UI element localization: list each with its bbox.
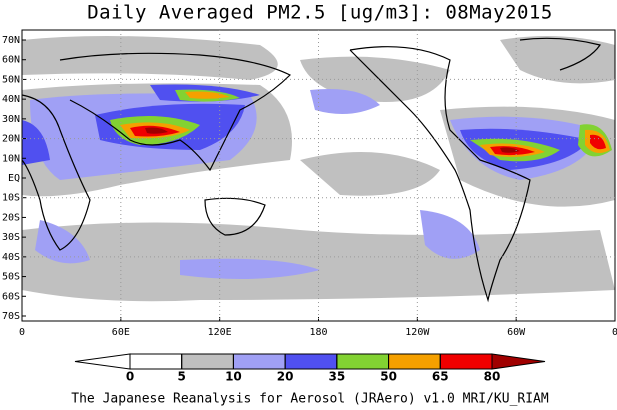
colorbar-label: 0 (126, 370, 134, 384)
colorbar-segment (181, 353, 234, 370)
lon-label: 60W (507, 327, 526, 338)
lat-label: EQ (8, 173, 20, 184)
lat-label: 70N (2, 35, 20, 46)
colorbar-segment (439, 353, 493, 370)
colorbar-label: 50 (380, 370, 397, 384)
colorbar-label: 35 (329, 370, 346, 384)
lat-label: 30N (2, 114, 20, 125)
lon-label: 0 (612, 327, 617, 338)
colorbar-label: 5 (178, 370, 186, 384)
lon-label: 0 (19, 327, 25, 338)
lat-label: 10N (2, 153, 20, 164)
lat-label: 70S (2, 311, 20, 322)
lat-label: 50N (2, 74, 20, 85)
map-field (22, 30, 615, 321)
lat-label: 30S (2, 232, 20, 243)
lat-label: 20N (2, 134, 20, 145)
lat-label: 10S (2, 193, 20, 204)
colorbar-label: 20 (277, 370, 294, 384)
lat-label: 60N (2, 55, 20, 66)
lon-label: 120E (208, 327, 232, 338)
lon-label: 180 (309, 327, 327, 338)
footer: The Japanese Reanalysis for Aerosol (JRA… (71, 392, 549, 407)
lat-label: 40N (2, 94, 20, 105)
lat-label: 40S (2, 252, 20, 263)
colorbar-segment (129, 353, 183, 370)
colorbar-segment (336, 353, 390, 370)
colorbar-segment (232, 353, 286, 370)
colorbar-segment (284, 353, 338, 370)
title: Daily Averaged PM2.5 [ug/m3]: 08May2015 (87, 2, 553, 24)
colorbar-high (491, 353, 546, 370)
lat-label: 20S (2, 212, 20, 223)
colorbar-segment (388, 353, 441, 370)
colorbar-label: 80 (484, 370, 501, 384)
colorbar-label: 10 (225, 370, 242, 384)
lon-label: 120W (405, 327, 430, 338)
lat-label: 50S (2, 272, 20, 283)
lon-label: 60E (112, 327, 130, 338)
colorbar-low (74, 353, 131, 370)
lat-label: 60S (2, 291, 20, 302)
colorbar-label: 65 (432, 370, 449, 384)
